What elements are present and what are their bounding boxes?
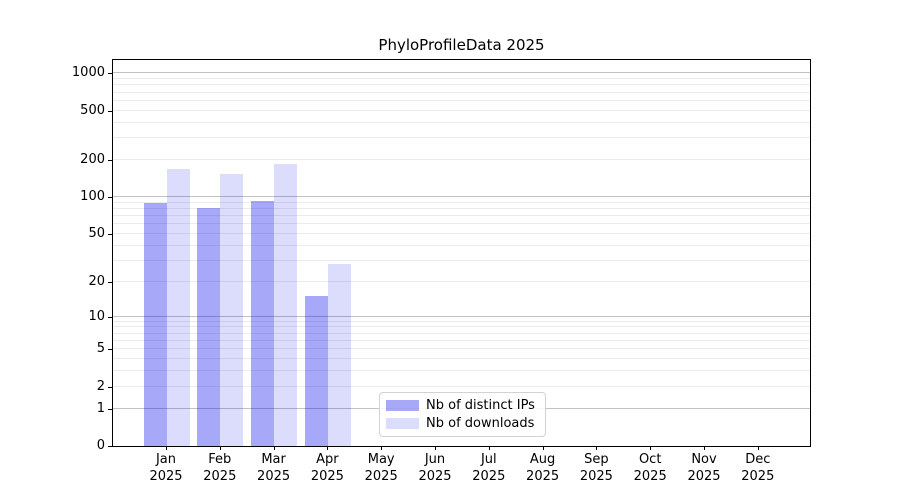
y-axis-tick-label: 500 xyxy=(80,102,105,118)
gridline-minor xyxy=(113,259,810,261)
x-axis-tick-label: Sep 2025 xyxy=(579,452,613,484)
x-axis-tick-label: Aug 2025 xyxy=(526,452,560,484)
x-axis-tick-label: Apr 2025 xyxy=(310,452,344,484)
bar-distinct-ips xyxy=(143,202,167,446)
x-axis-tick xyxy=(704,446,705,450)
gridline-minor xyxy=(113,358,810,360)
x-axis-tick xyxy=(757,446,759,450)
x-axis-tick-label: Oct 2025 xyxy=(633,452,667,484)
x-axis-tick xyxy=(542,446,544,450)
gridline-minor xyxy=(113,207,810,209)
x-axis-tick xyxy=(166,446,167,450)
y-axis-tick xyxy=(108,197,112,199)
gridline-minor xyxy=(113,280,810,282)
gridline-major xyxy=(113,72,810,74)
x-axis-tick-label: Jul 2025 xyxy=(472,452,506,484)
gridline-minor xyxy=(113,348,810,350)
gridline-minor xyxy=(113,99,810,101)
x-axis-tick-label: Jan 2025 xyxy=(149,452,183,484)
x-axis-tick xyxy=(327,446,329,450)
chart-title: PhyloProfileData 2025 xyxy=(378,36,545,54)
gridline-minor xyxy=(113,215,810,217)
y-axis-tick-label: 20 xyxy=(88,273,105,289)
gridline-minor xyxy=(113,370,810,372)
y-axis-tick-label: 50 xyxy=(88,225,105,241)
bar-downloads xyxy=(274,164,298,446)
gridline-minor xyxy=(113,84,810,86)
gridline-minor xyxy=(113,109,810,111)
x-axis-tick-label: Nov 2025 xyxy=(687,452,721,484)
y-axis-tick xyxy=(108,316,112,318)
legend-swatch-ips xyxy=(386,400,419,412)
x-axis-tick-label: Feb 2025 xyxy=(203,452,237,484)
y-axis-tick xyxy=(108,446,112,447)
y-axis-tick-label: 1 xyxy=(96,400,105,416)
bar-distinct-ips xyxy=(304,296,328,446)
y-axis-tick-label: 0 xyxy=(96,438,105,453)
legend-label-downloads: Nb of downloads xyxy=(426,415,535,431)
x-axis-tick xyxy=(435,446,436,450)
gridline-minor xyxy=(113,158,810,160)
gridline-minor xyxy=(113,77,810,79)
gridline-major xyxy=(113,315,810,317)
gridline-minor xyxy=(113,332,810,334)
y-axis-tick-label: 100 xyxy=(80,189,105,205)
bar-downloads xyxy=(327,264,351,446)
y-axis-tick-label: 5 xyxy=(96,341,105,357)
legend-swatch-downloads xyxy=(386,417,419,429)
legend-item-distinct-ips: Nb of distinct IPs xyxy=(386,397,538,414)
gridline-minor xyxy=(113,232,810,234)
y-axis-tick xyxy=(108,408,112,410)
y-axis-tick xyxy=(108,73,112,75)
bar-distinct-ips xyxy=(251,200,275,446)
y-axis-tick xyxy=(108,386,112,388)
x-axis-tick-label: Mar 2025 xyxy=(257,452,291,484)
legend-label-ips: Nb of distinct IPs xyxy=(426,398,535,414)
gridline-minor xyxy=(113,137,810,139)
bar-downloads xyxy=(220,173,244,446)
x-axis-tick-label: Dec 2025 xyxy=(741,452,775,484)
gridline-minor xyxy=(113,385,810,387)
plot-area xyxy=(112,59,811,447)
y-axis-tick-label: 200 xyxy=(80,151,105,167)
x-axis-tick xyxy=(381,446,383,450)
x-axis-tick xyxy=(273,446,275,450)
gridline-minor xyxy=(113,326,810,328)
y-axis-tick xyxy=(108,233,112,235)
bar-downloads xyxy=(166,168,190,446)
gridline-minor xyxy=(113,244,810,246)
y-axis-tick xyxy=(108,349,112,351)
gridline-minor xyxy=(113,340,810,342)
gridline-minor xyxy=(113,201,810,203)
gridline-minor xyxy=(113,320,810,322)
x-axis-tick xyxy=(650,446,652,450)
y-axis-tick-label: 10 xyxy=(88,308,105,324)
bar-distinct-ips xyxy=(197,207,221,446)
legend: Nb of distinct IPs Nb of downloads xyxy=(379,392,546,437)
y-axis-tick xyxy=(108,159,112,161)
x-axis-tick xyxy=(596,446,598,450)
gridline-minor xyxy=(113,91,810,93)
x-axis-tick xyxy=(488,446,490,450)
gridline-minor xyxy=(113,121,810,123)
x-axis-tick xyxy=(219,446,221,450)
x-axis-tick-label: Jun 2025 xyxy=(418,452,452,484)
y-axis-tick-label: 2 xyxy=(96,378,105,394)
gridline-major xyxy=(113,196,810,198)
legend-item-downloads: Nb of downloads xyxy=(386,415,538,432)
y-axis-tick xyxy=(108,110,112,112)
y-axis-tick xyxy=(108,281,112,283)
y-axis-tick-label: 1000 xyxy=(71,65,105,81)
gridline-minor xyxy=(113,223,810,225)
x-axis-tick-label: May 2025 xyxy=(364,452,398,484)
